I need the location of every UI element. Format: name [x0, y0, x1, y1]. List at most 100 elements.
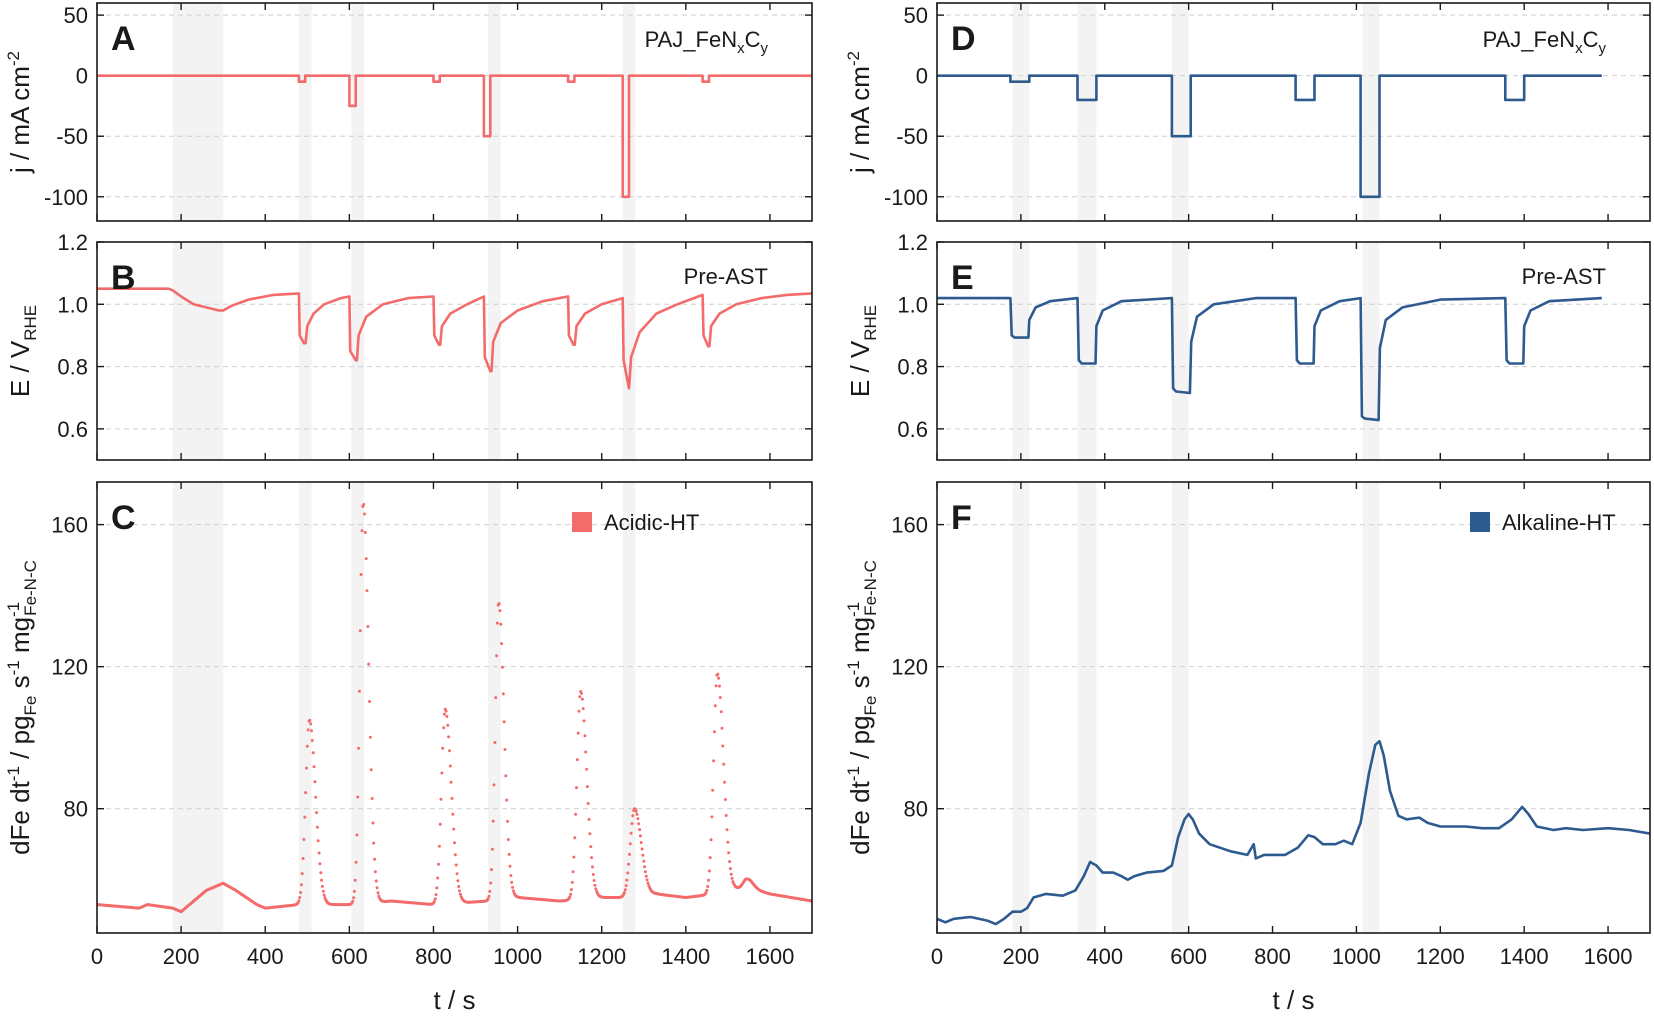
- y-tick-label: 1.0: [897, 292, 928, 317]
- data-point: [643, 865, 647, 869]
- panel-label: F: [951, 499, 972, 537]
- data-point: [705, 888, 709, 892]
- data-point: [495, 621, 499, 625]
- catalyst-text: C: [745, 27, 761, 52]
- x-tick-label: 0: [91, 944, 103, 969]
- data-point: [500, 642, 504, 646]
- data-point: [642, 859, 646, 863]
- shaded-interval: [351, 482, 365, 933]
- ylab-sup: -2: [844, 51, 863, 66]
- data-point: [314, 795, 318, 799]
- data-point: [451, 812, 455, 816]
- data-point: [569, 892, 573, 896]
- shaded-interval: [1077, 242, 1097, 460]
- shaded-interval: [298, 3, 312, 221]
- ylab-main: j / mA cm: [5, 66, 35, 174]
- shaded-interval: [298, 482, 312, 933]
- ylab-part: / pg: [845, 715, 875, 766]
- data-point: [448, 749, 451, 753]
- data-point: [487, 894, 491, 898]
- data-point: [709, 838, 713, 842]
- series-line: [937, 74, 1602, 199]
- ylab-sup: -1: [4, 660, 23, 675]
- data-point: [499, 622, 503, 626]
- data-point: [712, 730, 716, 734]
- data-point: [490, 868, 493, 872]
- y-tick-label: 50: [904, 3, 928, 28]
- x-axis-label: t / s: [1273, 985, 1315, 1015]
- data-point: [359, 573, 363, 576]
- data-point: [433, 897, 437, 901]
- data-point: [730, 876, 734, 880]
- plot-frame: [936, 241, 1651, 461]
- y-tick-label: -50: [896, 124, 928, 149]
- shaded-interval: [298, 242, 312, 460]
- catalyst-sub: y: [761, 40, 769, 57]
- y-axis-label: E / VRHE: [5, 305, 40, 397]
- data-point: [444, 709, 448, 713]
- data-point: [438, 822, 442, 826]
- data-point: [629, 831, 633, 835]
- y-tick-label: 0: [916, 64, 928, 89]
- data-point: [320, 884, 324, 888]
- data-point: [500, 665, 504, 669]
- data-point: [447, 735, 451, 739]
- data-point: [591, 873, 595, 876]
- y-axis-label: dFe dt-1 / pgFe s-1 mg-1Fe-N-C: [4, 560, 40, 855]
- shaded-interval: [1077, 482, 1097, 933]
- catalyst-sub: x: [737, 40, 745, 57]
- data-point: [301, 857, 305, 860]
- catalyst-text: PAJ_FeN: [1483, 27, 1576, 52]
- data-point: [458, 889, 461, 893]
- y-tick-label: 0.8: [57, 355, 88, 380]
- data-point: [726, 840, 730, 844]
- data-point: [568, 895, 572, 899]
- data-point: [437, 844, 441, 848]
- x-tick-label: 200: [163, 944, 200, 969]
- data-point: [510, 880, 514, 884]
- shaded-interval: [1012, 242, 1030, 460]
- data-point: [636, 817, 640, 821]
- y-tick-label: 0.8: [897, 355, 928, 380]
- panel-label: D: [951, 20, 976, 58]
- data-point: [486, 897, 490, 901]
- ylab-sub: RHE: [21, 305, 40, 341]
- x-tick-label: 1000: [1332, 944, 1381, 969]
- legend-label: Acidic-HT: [604, 510, 699, 535]
- data-point: [357, 746, 361, 750]
- data-point: [352, 896, 356, 900]
- data-point: [497, 602, 501, 606]
- plot-frame: [96, 2, 813, 222]
- data-point: [646, 881, 650, 885]
- shaded-interval: [1012, 3, 1030, 221]
- data-point: [441, 746, 445, 750]
- data-point: [437, 862, 440, 866]
- data-point: [630, 822, 634, 825]
- data-point: [360, 529, 364, 533]
- ylab-sub: Fe: [861, 696, 880, 716]
- data-point: [299, 883, 303, 887]
- data-point: [306, 728, 310, 732]
- catalyst-text: PAJ_FeN: [645, 27, 738, 52]
- data-point: [570, 880, 574, 884]
- y-tick-label: 120: [51, 655, 88, 680]
- data-point: [631, 814, 635, 818]
- shaded-interval: [488, 3, 501, 221]
- data-point: [300, 872, 304, 876]
- data-point: [717, 676, 721, 680]
- ylab-part: s: [5, 675, 35, 695]
- x-tick-label: 1400: [1500, 944, 1549, 969]
- data-layer: [97, 503, 812, 914]
- data-point: [309, 722, 313, 726]
- data-point: [358, 629, 362, 633]
- catalyst-sub: x: [1575, 40, 1583, 57]
- shaded-interval: [488, 482, 501, 933]
- data-point: [572, 855, 576, 859]
- shaded-interval: [622, 242, 636, 460]
- shaded-interval: [488, 242, 501, 460]
- data-point: [628, 852, 631, 856]
- data-point: [502, 720, 506, 724]
- ylab-main: E / V: [5, 340, 35, 397]
- data-point: [450, 796, 454, 800]
